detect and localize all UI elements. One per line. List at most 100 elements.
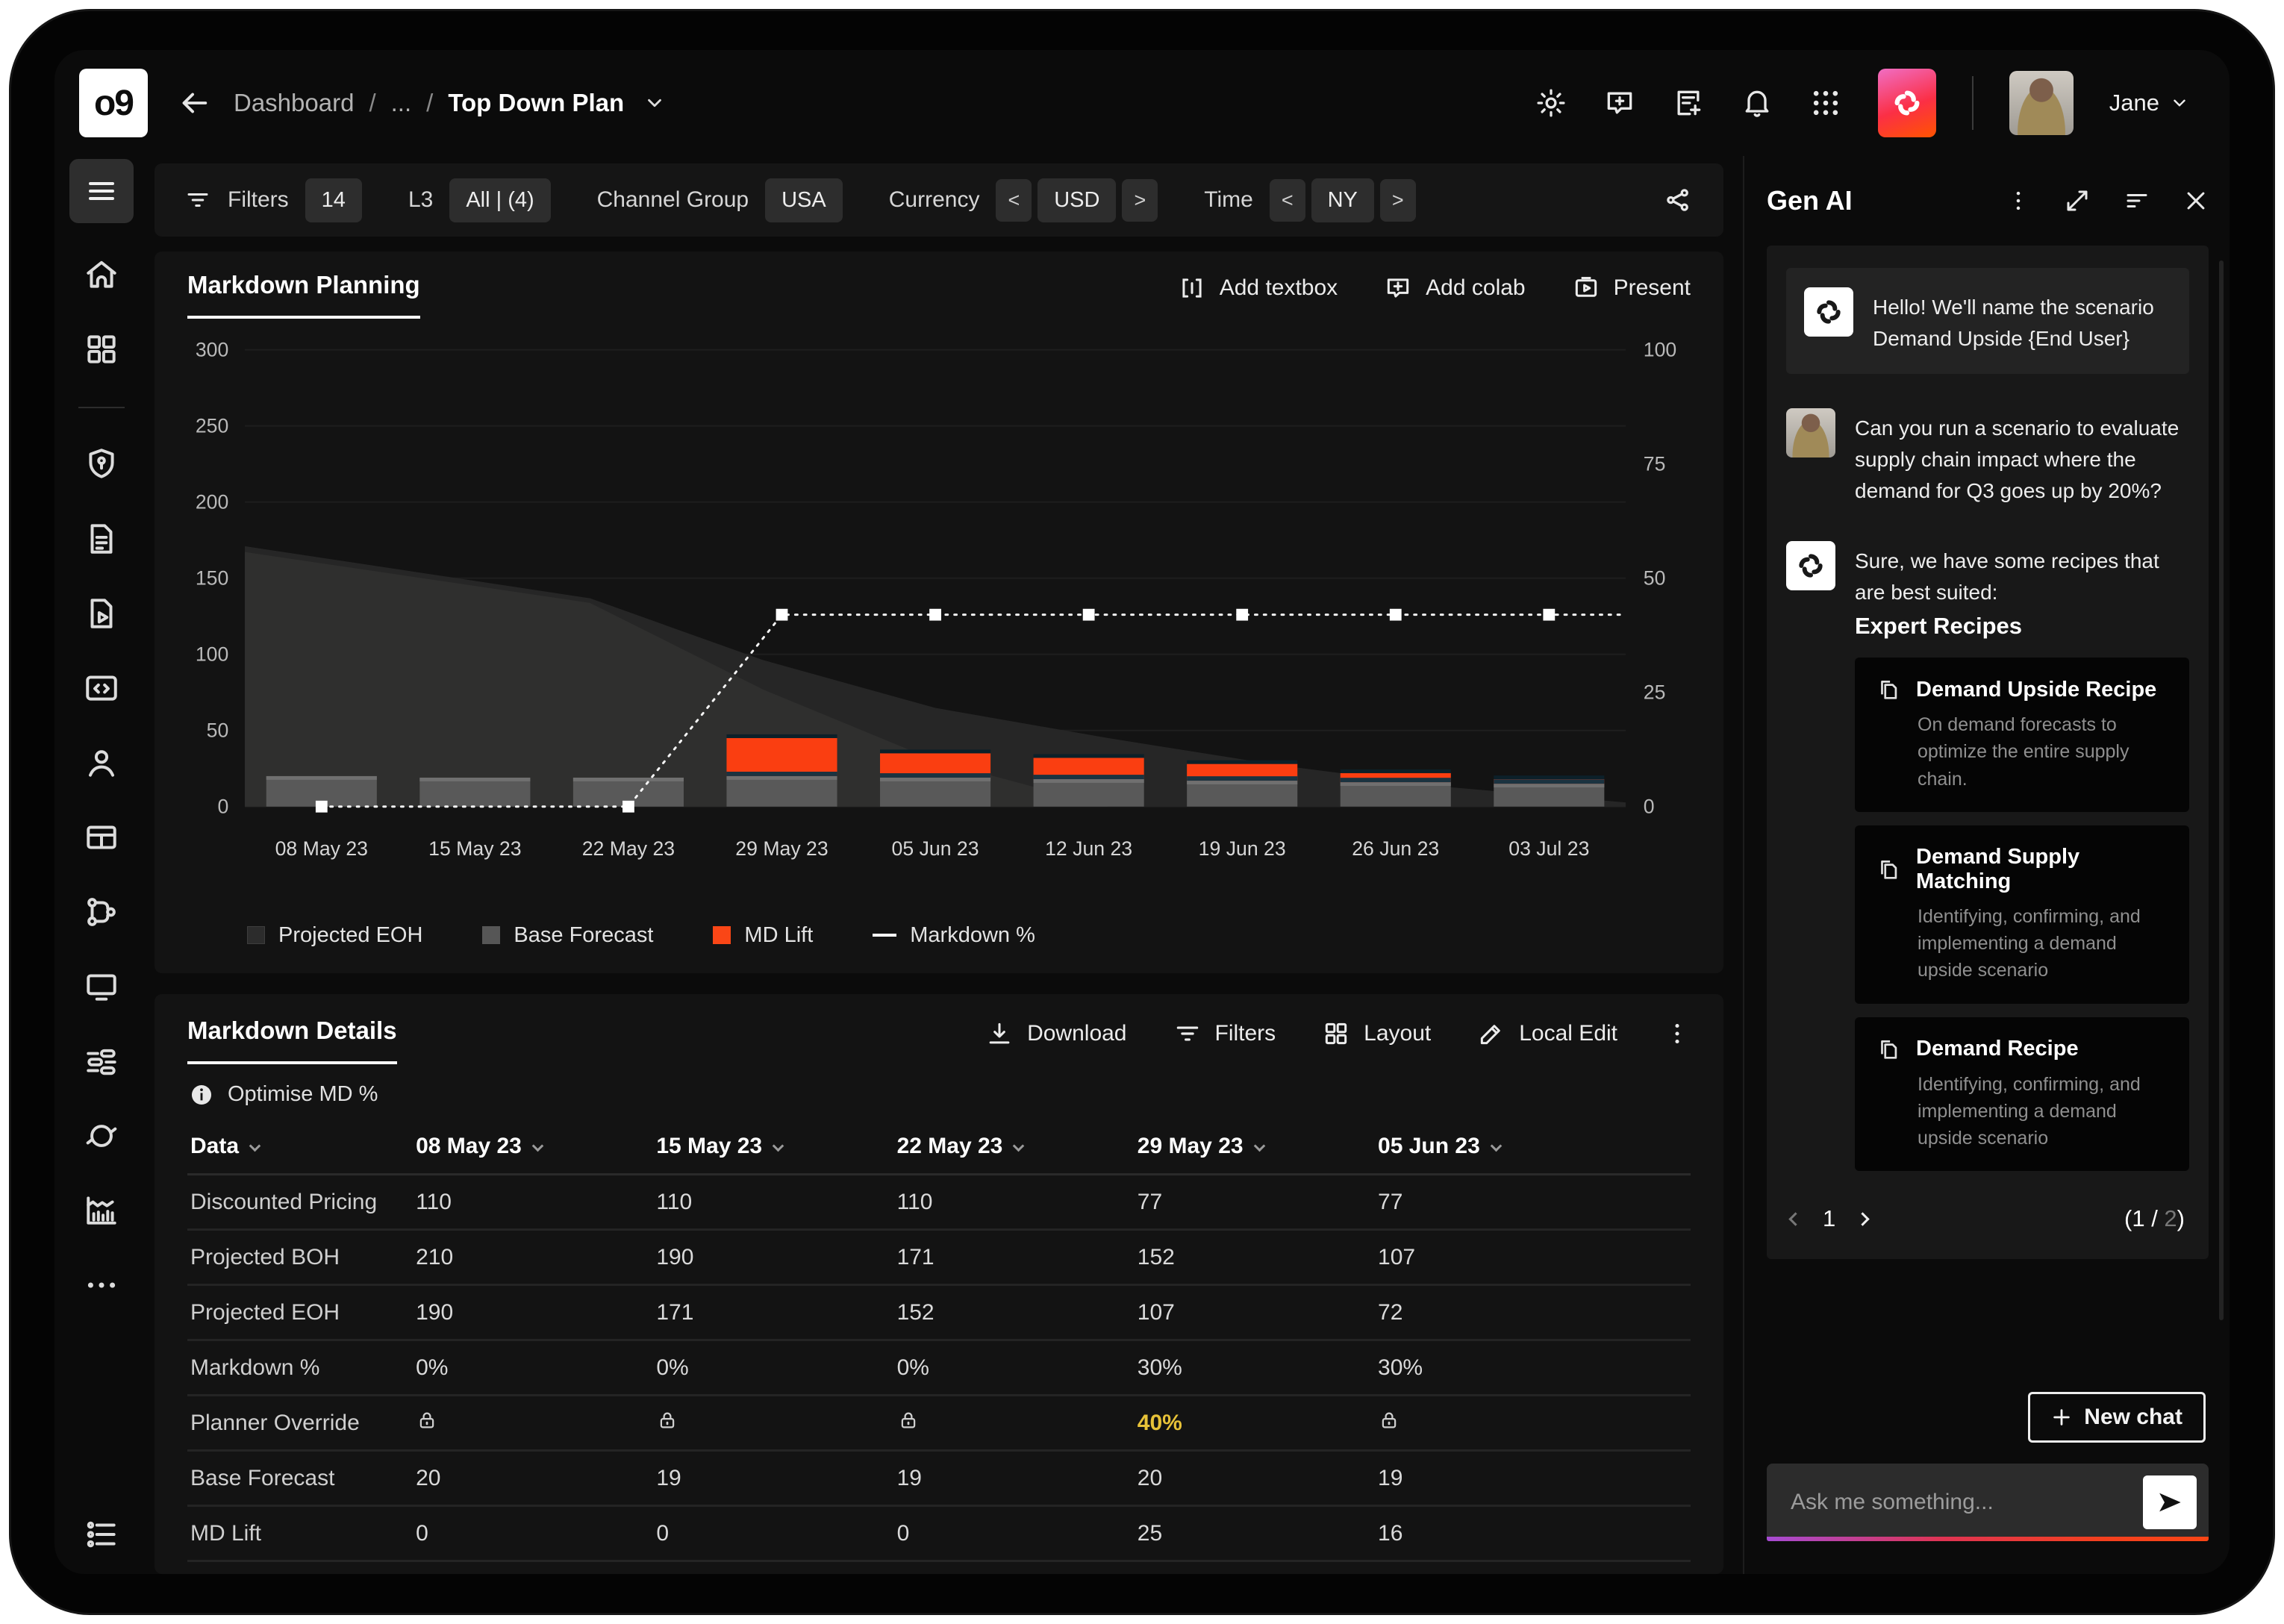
value-cell[interactable]: 171	[656, 1299, 694, 1325]
locked-cell[interactable]	[1375, 1396, 1615, 1451]
column-header[interactable]: 05 Jun 23	[1375, 1119, 1616, 1176]
add-textbox-button[interactable]: Add textbox	[1178, 274, 1338, 302]
sidebar-item-workflow[interactable]	[83, 893, 120, 931]
breadcrumb-ellipsis[interactable]: ...	[390, 89, 412, 116]
value-cell[interactable]: 110	[416, 1189, 452, 1214]
value-cell[interactable]: 0	[896, 1520, 910, 1546]
sidebar-item-monitor[interactable]	[83, 968, 120, 1005]
legend-markdown-pct[interactable]: Markdown %	[873, 923, 1035, 948]
level-selector[interactable]: All | (4)	[449, 178, 551, 222]
sidebar-item-presentations[interactable]	[83, 595, 120, 632]
breadcrumb-dashboard[interactable]: Dashboard	[234, 89, 355, 116]
gen-ai-close-button[interactable]	[2183, 188, 2209, 213]
currency-next-button[interactable]: >	[1122, 178, 1158, 222]
gen-ai-launcher-button[interactable]	[1877, 69, 1936, 137]
gen-ai-filter-button[interactable]	[2124, 187, 2150, 214]
sidebar-item-analytics[interactable]	[83, 1192, 120, 1229]
recipe-card-demand-upside[interactable]: Demand Upside Recipe On demand forecasts…	[1855, 658, 2189, 812]
value-cell[interactable]: 20	[1137, 1465, 1163, 1490]
value-cell[interactable]: 19	[656, 1465, 681, 1490]
legend-base-forecast[interactable]: Base Forecast	[482, 923, 653, 948]
details-more-button[interactable]	[1664, 1020, 1691, 1047]
value-cell[interactable]: 77	[1137, 1189, 1163, 1214]
locked-cell[interactable]	[894, 1396, 1135, 1451]
column-header[interactable]: 15 May 23	[653, 1119, 894, 1176]
value-cell[interactable]: 0	[656, 1520, 670, 1546]
sidebar-item-home[interactable]	[83, 256, 120, 293]
share-button[interactable]	[1662, 184, 1694, 216]
breadcrumb-current[interactable]: Top Down Plan	[448, 89, 625, 116]
value-cell[interactable]: 20	[416, 1465, 441, 1490]
value-cell[interactable]: 0	[416, 1520, 428, 1546]
avatar[interactable]	[2009, 71, 2074, 135]
sidebar-item-layouts[interactable]	[83, 819, 120, 856]
time-next-button[interactable]: >	[1379, 178, 1416, 222]
filters-control[interactable]: Filters 14	[184, 178, 362, 222]
column-header[interactable]: 22 May 23	[893, 1119, 1135, 1176]
new-chat-button[interactable]: New chat	[2028, 1392, 2206, 1443]
ask-input[interactable]	[1789, 1489, 2143, 1516]
page-next-button[interactable]	[1856, 1212, 1870, 1226]
value-cell[interactable]: 30%	[1137, 1355, 1182, 1380]
sidebar-item-code[interactable]	[83, 669, 120, 707]
recipe-card-demand-recipe[interactable]: Demand Recipe Identifying, confirming, a…	[1855, 1016, 2189, 1172]
sidebar-item-reports[interactable]	[83, 520, 120, 558]
value-cell[interactable]: 25	[1137, 1520, 1163, 1546]
sidebar-item-list[interactable]	[83, 1516, 120, 1553]
value-cell[interactable]: 30%	[1378, 1355, 1423, 1380]
value-cell[interactable]: 16	[1378, 1520, 1403, 1546]
notifications-button[interactable]	[1741, 87, 1773, 119]
local-edit-button[interactable]: Local Edit	[1477, 1019, 1617, 1048]
sidebar-item-chat[interactable]	[83, 1117, 120, 1155]
page-prev-button[interactable]	[1788, 1212, 1803, 1226]
value-cell[interactable]: 72	[1378, 1299, 1403, 1325]
value-cell[interactable]: 190	[656, 1244, 694, 1269]
column-header[interactable]: 29 May 23	[1134, 1119, 1376, 1176]
sidebar-item-dashboards[interactable]	[83, 331, 120, 368]
gen-ai-more-button[interactable]	[2006, 188, 2031, 213]
back-button[interactable]	[177, 86, 211, 120]
channel-group-selector[interactable]: USA	[765, 178, 843, 222]
present-button[interactable]: Present	[1572, 274, 1691, 302]
download-button[interactable]: Download	[985, 1019, 1127, 1048]
o9-logo[interactable]: o9	[79, 69, 148, 137]
sidebar-item-more[interactable]	[83, 1267, 120, 1304]
gen-ai-expand-button[interactable]	[2064, 187, 2091, 214]
value-cell[interactable]: 40%	[1137, 1410, 1182, 1435]
send-button[interactable]	[2143, 1475, 2197, 1529]
add-colab-button[interactable]: Add colab	[1384, 274, 1526, 302]
recipe-card-demand-supply-matching[interactable]: Demand Supply Matching Identifying, conf…	[1855, 825, 2189, 1004]
currency-prev-button[interactable]: <	[996, 178, 1032, 222]
feedback-button[interactable]	[1603, 87, 1636, 119]
locked-cell[interactable]	[653, 1396, 893, 1451]
legend-projected-eoh[interactable]: Projected EOH	[247, 923, 422, 948]
value-cell[interactable]: 190	[416, 1299, 454, 1325]
layout-button[interactable]: Layout	[1322, 1019, 1431, 1048]
settings-button[interactable]	[1535, 87, 1567, 119]
value-cell[interactable]: 152	[1137, 1244, 1175, 1269]
value-cell[interactable]: 152	[896, 1299, 934, 1325]
value-cell[interactable]: 171	[896, 1244, 934, 1269]
value-cell[interactable]: 0%	[416, 1355, 449, 1380]
column-header[interactable]: 08 May 23	[413, 1119, 654, 1176]
legend-md-lift[interactable]: MD Lift	[713, 923, 813, 948]
tab-markdown-details[interactable]: Markdown Details	[187, 1016, 397, 1064]
value-cell[interactable]: 0%	[656, 1355, 689, 1380]
value-cell[interactable]: 19	[896, 1465, 922, 1490]
apps-button[interactable]	[1809, 87, 1842, 119]
time-selector[interactable]: NY	[1311, 178, 1374, 222]
sidebar-item-security[interactable]	[83, 446, 120, 483]
table-filters-button[interactable]: Filters	[1173, 1019, 1276, 1048]
add-note-button[interactable]	[1672, 87, 1705, 119]
currency-selector[interactable]: USD	[1038, 178, 1117, 222]
breadcrumb-dropdown[interactable]	[643, 92, 666, 114]
value-cell[interactable]: 77	[1378, 1189, 1403, 1214]
sidebar-item-menu[interactable]	[69, 159, 134, 223]
column-header[interactable]: Data	[187, 1119, 414, 1176]
user-menu[interactable]: Jane	[2109, 90, 2189, 116]
value-cell[interactable]: 110	[656, 1189, 693, 1214]
value-cell[interactable]: 0%	[896, 1355, 929, 1380]
tab-markdown-planning[interactable]: Markdown Planning	[187, 271, 420, 319]
value-cell[interactable]: 210	[416, 1244, 454, 1269]
sidebar-item-users[interactable]	[83, 744, 120, 781]
